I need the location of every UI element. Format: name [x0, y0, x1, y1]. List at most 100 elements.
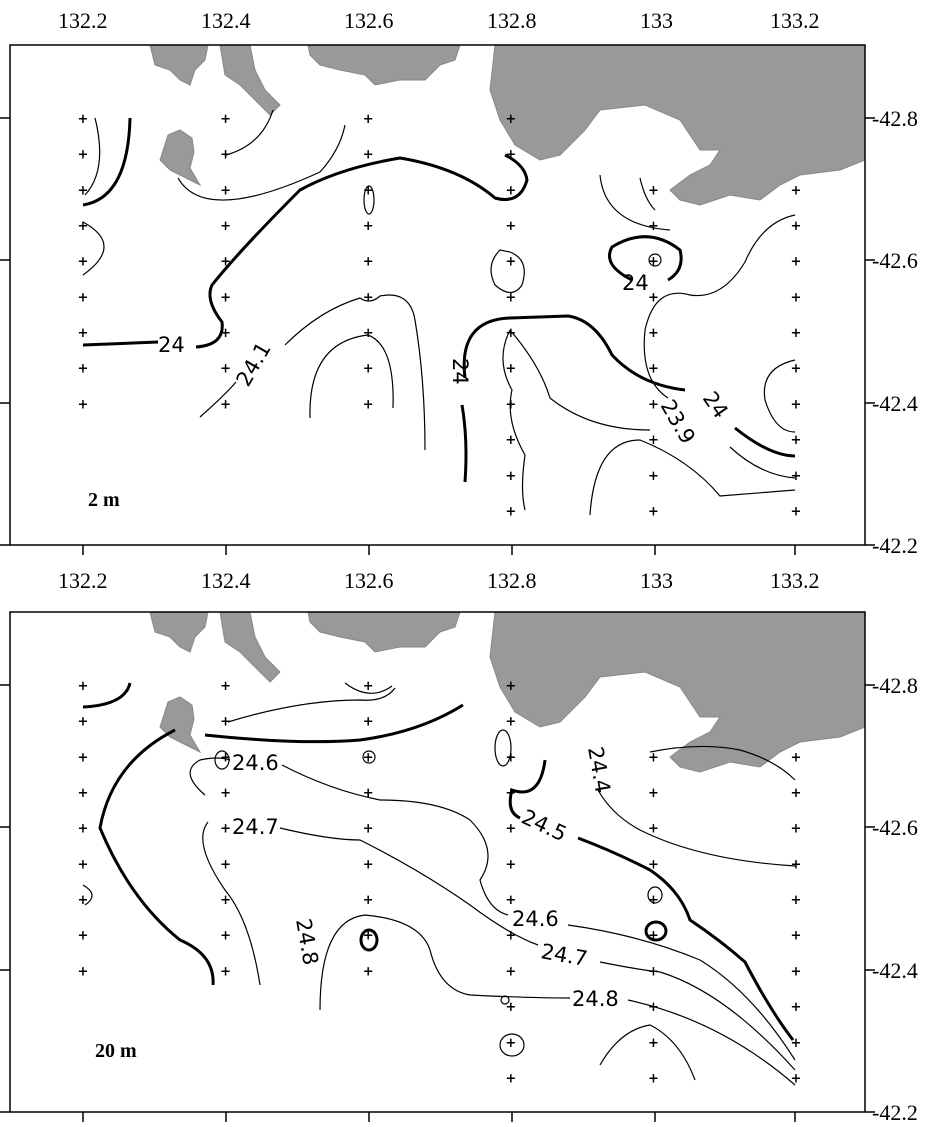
- station-marker: +: [505, 857, 516, 872]
- station-marker: +: [220, 219, 231, 234]
- station-marker: +: [220, 964, 231, 979]
- station-marker: +: [505, 1000, 516, 1015]
- station-marker: +: [791, 362, 802, 377]
- station-marker: +: [648, 397, 659, 412]
- station-marker: +: [78, 964, 89, 979]
- station-marker: +: [505, 219, 516, 234]
- station-marker: +: [791, 433, 802, 448]
- station-markers: + + + + + + + + + + + + + + + + + + + + + + + + + + + + + + + + + + + + + + + +…: [78, 112, 802, 519]
- station-marker: +: [363, 929, 374, 944]
- contour-label: 24.8: [572, 987, 619, 1011]
- contour-label: 24.4: [583, 745, 615, 795]
- station-marker: +: [791, 1071, 802, 1086]
- station-marker: +: [363, 679, 374, 694]
- station-marker: +: [648, 183, 659, 198]
- depth-label: 20 m: [95, 1040, 137, 1062]
- station-marker: +: [791, 290, 802, 305]
- station-marker: +: [505, 148, 516, 163]
- station-marker: +: [78, 397, 89, 412]
- right-axis-labels: -42.8 -42.6 -42.4 -42.2: [872, 673, 918, 1125]
- contour-lines: [82, 682, 796, 1086]
- station-marker: +: [648, 750, 659, 765]
- x-tick-label: 133: [640, 8, 673, 33]
- station-marker: +: [363, 362, 374, 377]
- station-marker: +: [791, 929, 802, 944]
- contour-label: 24.6: [512, 907, 559, 931]
- panel-20m: 132.2 132.4 132.6 132.8 133 133.2 -42.8 …: [0, 568, 918, 1125]
- station-marker: +: [791, 397, 802, 412]
- station-marker: +: [78, 255, 89, 270]
- contour-label: 23.9: [656, 396, 700, 449]
- station-marker: +: [648, 290, 659, 305]
- station-marker: +: [220, 893, 231, 908]
- station-marker: +: [505, 1036, 516, 1051]
- panel-2m: 132.2 132.4 132.6 132.8 133 133.2 -42.8 …: [0, 8, 918, 558]
- station-marker: +: [648, 929, 659, 944]
- station-marker: +: [648, 326, 659, 341]
- station-marker: +: [648, 255, 659, 270]
- station-marker: +: [505, 750, 516, 765]
- contour-label: 24: [698, 387, 733, 423]
- station-marker: +: [78, 893, 89, 908]
- station-marker: +: [363, 290, 374, 305]
- station-marker: +: [648, 1071, 659, 1086]
- station-marker: +: [220, 148, 231, 163]
- station-marker: +: [78, 929, 89, 944]
- station-marker: +: [791, 786, 802, 801]
- station-marker: +: [220, 290, 231, 305]
- station-marker: +: [220, 750, 231, 765]
- station-marker: +: [78, 290, 89, 305]
- map-frame: [9, 611, 866, 1113]
- station-marker: +: [363, 326, 374, 341]
- station-marker: +: [363, 786, 374, 801]
- station-marker: +: [791, 504, 802, 519]
- top-axis-labels: 132.2 132.4 132.6 132.8 133 133.2: [58, 568, 820, 593]
- station-marker: +: [78, 857, 89, 872]
- station-marker: +: [505, 715, 516, 730]
- station-marker: +: [648, 433, 659, 448]
- station-marker: +: [648, 857, 659, 872]
- y-tick-label: -42.6: [872, 815, 918, 840]
- station-marker: +: [791, 219, 802, 234]
- y-tick-label: -42.6: [872, 248, 918, 273]
- station-marker: +: [505, 362, 516, 377]
- station-marker: +: [791, 183, 802, 198]
- station-marker: +: [220, 397, 231, 412]
- x-tick-label: 133.2: [770, 568, 820, 593]
- station-marker: +: [791, 1000, 802, 1015]
- contour-label: 24: [448, 358, 472, 385]
- station-marker: +: [78, 715, 89, 730]
- station-marker: +: [505, 433, 516, 448]
- right-axis-labels: -42.8 -42.6 -42.4 -42.2: [872, 106, 918, 558]
- station-marker: +: [505, 397, 516, 412]
- station-marker: +: [220, 112, 231, 127]
- station-marker: +: [505, 326, 516, 341]
- x-tick-label: 132.2: [58, 8, 108, 33]
- station-marker: +: [648, 786, 659, 801]
- station-marker: +: [505, 822, 516, 837]
- contour-label: 24.6: [232, 751, 279, 775]
- station-marker: +: [648, 504, 659, 519]
- station-marker: +: [791, 822, 802, 837]
- y-tick-label: -42.4: [872, 958, 918, 983]
- station-marker: +: [78, 219, 89, 234]
- station-marker: +: [505, 786, 516, 801]
- station-marker: +: [791, 469, 802, 484]
- station-marker: +: [220, 786, 231, 801]
- station-marker: +: [505, 255, 516, 270]
- map-frame: [9, 44, 866, 546]
- station-marker: +: [505, 183, 516, 198]
- station-marker: +: [505, 929, 516, 944]
- station-marker: +: [791, 857, 802, 872]
- station-marker: +: [220, 857, 231, 872]
- station-marker: +: [648, 822, 659, 837]
- station-marker: +: [220, 255, 231, 270]
- station-marker: +: [791, 326, 802, 341]
- station-marker: +: [363, 964, 374, 979]
- station-marker: +: [78, 148, 89, 163]
- depth-label: 2 m: [88, 489, 120, 511]
- x-tick-label: 132.2: [58, 568, 108, 593]
- station-marker: +: [505, 469, 516, 484]
- station-marker: +: [505, 504, 516, 519]
